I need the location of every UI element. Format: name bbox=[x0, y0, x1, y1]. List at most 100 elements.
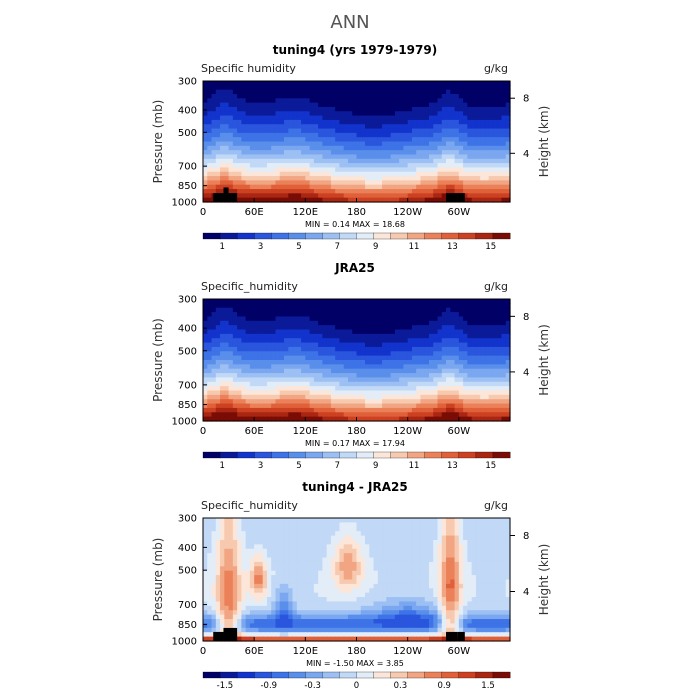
heatmap-cell bbox=[475, 312, 481, 318]
heatmap-cell bbox=[275, 85, 281, 91]
heatmap-cell bbox=[271, 111, 277, 117]
heatmap-cell bbox=[249, 566, 255, 572]
heatmap-cell bbox=[492, 407, 498, 413]
heatmap-cell bbox=[446, 403, 451, 409]
heatmap-cell bbox=[463, 163, 468, 169]
heatmap-cell bbox=[292, 102, 298, 108]
heatmap-cell bbox=[228, 150, 234, 156]
heatmap-cell bbox=[322, 93, 328, 99]
heatmap-cell bbox=[394, 119, 400, 125]
heatmap-cell bbox=[356, 360, 362, 365]
heatmap-cell bbox=[249, 399, 255, 405]
heatmap-cell bbox=[232, 85, 238, 91]
heatmap-cell bbox=[382, 346, 387, 352]
heatmap-cell bbox=[228, 346, 234, 352]
heatmap-cell bbox=[207, 158, 213, 164]
heatmap-cell bbox=[347, 403, 353, 409]
heatmap-cell bbox=[377, 312, 383, 318]
heatmap-cell bbox=[403, 163, 409, 169]
heatmap-cell bbox=[301, 351, 306, 357]
heatmap-cell bbox=[399, 360, 404, 365]
heatmap-cell bbox=[343, 553, 349, 559]
heatmap-cell bbox=[347, 386, 353, 392]
heatmap-cell bbox=[416, 399, 422, 405]
heatmap-cell bbox=[249, 360, 255, 365]
heatmap-cell bbox=[211, 526, 217, 532]
x-tick-label: 180 bbox=[347, 426, 366, 437]
heatmap-cell bbox=[279, 390, 285, 396]
heatmap-cell bbox=[339, 320, 345, 326]
heatmap-cell bbox=[241, 407, 247, 413]
heatmap-cell bbox=[484, 399, 490, 405]
heatmap-cell bbox=[416, 351, 422, 357]
heatmap-cell bbox=[339, 316, 345, 322]
heatmap-cell bbox=[326, 535, 332, 541]
heatmap-cell bbox=[428, 111, 434, 117]
heatmap-cell bbox=[377, 360, 383, 365]
heatmap-cell bbox=[441, 189, 447, 194]
heatmap-cell bbox=[437, 124, 443, 130]
heatmap-cell bbox=[369, 119, 375, 125]
heatmap-cell bbox=[403, 320, 409, 326]
heatmap-cell bbox=[356, 189, 362, 194]
heatmap-cell bbox=[488, 85, 494, 91]
heatmap-cell bbox=[241, 197, 247, 203]
heatmap-cell bbox=[249, 106, 255, 112]
heatmap-cell bbox=[228, 163, 234, 169]
heatmap-cell bbox=[377, 176, 383, 181]
heatmap-cell bbox=[275, 307, 281, 313]
heatmap-cell bbox=[420, 158, 426, 164]
heatmap-cell bbox=[471, 137, 477, 143]
heatmap-cell bbox=[203, 141, 208, 147]
heatmap-cell bbox=[386, 316, 392, 322]
heatmap-cell bbox=[377, 373, 383, 379]
heatmap-cell bbox=[480, 137, 486, 143]
heatmap-cell bbox=[245, 531, 251, 537]
heatmap-cell bbox=[347, 303, 353, 309]
heatmap-cell bbox=[369, 522, 375, 528]
heatmap-cell bbox=[488, 377, 494, 383]
heatmap-cell bbox=[437, 390, 443, 396]
heatmap-cell bbox=[446, 316, 451, 322]
heatmap-cell bbox=[339, 299, 345, 304]
heatmap-cell bbox=[241, 333, 247, 339]
heatmap-cell bbox=[326, 553, 332, 559]
heatmap-cell bbox=[203, 394, 208, 400]
heatmap-cell bbox=[360, 137, 366, 143]
heatmap-cell bbox=[356, 399, 362, 405]
heatmap-cell bbox=[262, 368, 268, 374]
heatmap-cell bbox=[365, 93, 370, 99]
heatmap-cell bbox=[424, 163, 430, 169]
heatmap-cell bbox=[292, 566, 298, 572]
heatmap-cell bbox=[501, 373, 507, 379]
heatmap-cell bbox=[505, 557, 511, 563]
heatmap-cell bbox=[296, 102, 302, 108]
heatmap-cell bbox=[369, 167, 375, 173]
heatmap-cell bbox=[484, 150, 490, 156]
heatmap-cell bbox=[271, 373, 277, 379]
heatmap-cell bbox=[288, 386, 294, 392]
heatmap-cell bbox=[365, 377, 370, 383]
heatmap-cell bbox=[373, 399, 379, 405]
heatmap-cell bbox=[224, 115, 230, 121]
colorbar-swatch bbox=[288, 232, 306, 240]
heatmap-cell bbox=[403, 184, 409, 190]
heatmap-cell bbox=[446, 329, 451, 335]
colorbar-swatch bbox=[424, 232, 443, 240]
heatmap-cell bbox=[352, 360, 358, 365]
heatmap-cell bbox=[330, 338, 336, 344]
heatmap-cell bbox=[475, 325, 481, 331]
heatmap-cell bbox=[335, 303, 341, 309]
heatmap-cell bbox=[275, 132, 281, 138]
heatmap-cell bbox=[343, 544, 349, 550]
heatmap-cell bbox=[245, 325, 251, 331]
heatmap-cell bbox=[463, 329, 468, 335]
heatmap-cell bbox=[266, 150, 272, 156]
heatmap-cell bbox=[215, 154, 221, 160]
heatmap-cell bbox=[411, 381, 417, 387]
heatmap-cell bbox=[441, 351, 447, 357]
heatmap-cell bbox=[420, 115, 426, 121]
heatmap-cell bbox=[203, 89, 208, 95]
heatmap-cell bbox=[275, 386, 281, 392]
heatmap-cell bbox=[471, 390, 477, 396]
